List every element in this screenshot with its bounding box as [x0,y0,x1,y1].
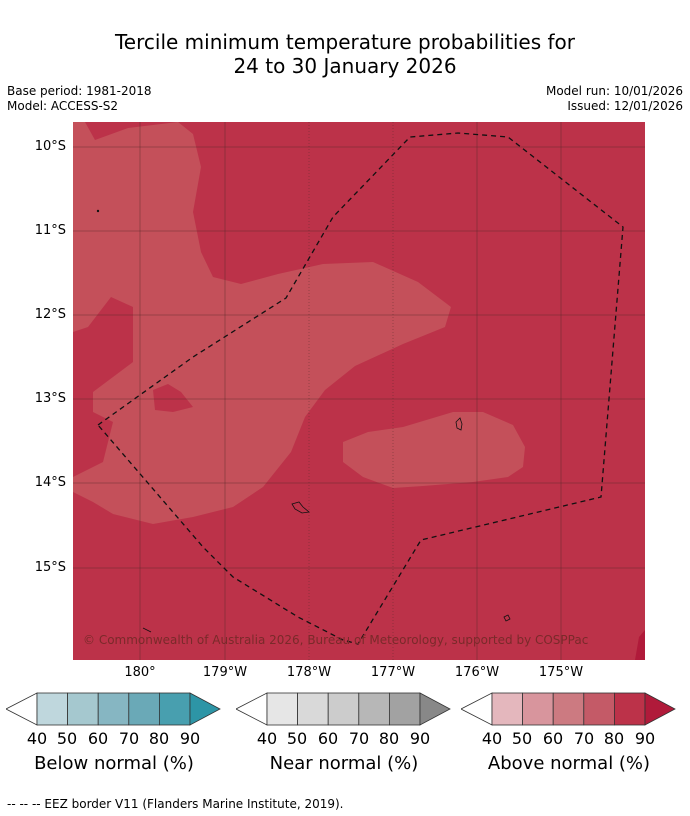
below-swatch-70 [128,692,160,726]
map-title: Tercile minimum temperature probabilitie… [0,30,690,78]
above-70-region-east [343,412,525,488]
above-70-region-main [73,122,451,524]
tick-below-70: 70 [118,729,140,748]
colorbar-near [236,692,451,726]
near-swatch-60 [327,692,360,726]
island-1 [455,417,463,431]
tick-below-40: 40 [26,729,48,748]
lat-label-13s: 13°S [34,391,66,406]
meta-right: Model run: 10/01/2026 Issued: 12/01/2026 [546,84,683,114]
colorbar-label-near: Near normal (%) [269,753,419,774]
tick-above-60: 60 [542,729,564,748]
tick-above-50: 50 [511,729,533,748]
lon-label-178w: 178°W [286,665,332,680]
below-swatch-80 [158,692,191,726]
below-swatch-40 [36,692,69,726]
meta-left: Base period: 1981-2018 Model: ACCESS-S2 [7,84,152,114]
map-svg [73,122,645,660]
tick-below-50: 50 [56,729,78,748]
tick-near-50: 50 [286,729,308,748]
colorbar-below [6,692,221,726]
island-5 [96,209,100,213]
islands [96,209,511,633]
lat-label-10s: 10°S [34,139,66,154]
lon-label-180: 180° [124,665,156,680]
near-swatch-80 [388,692,421,726]
tick-above-70: 70 [573,729,595,748]
above-80-inner-patch [153,384,193,412]
tick-near-90: 90 [409,729,431,748]
above-swatch-40 [491,692,524,726]
island-2 [291,501,310,514]
below-swatch-50 [67,692,99,726]
base-period: Base period: 1981-2018 [7,84,152,98]
near-swatch-40 [266,692,299,726]
eez-border [97,132,624,645]
tick-below-60: 60 [87,729,109,748]
lon-label-175w: 175°W [538,665,584,680]
above-swatch-50 [522,692,554,726]
tick-below-80: 80 [148,729,170,748]
eez-legend-note: -- -- -- EEZ border V11 (Flanders Marine… [7,797,344,811]
lon-label-179w: 179°W [202,665,248,680]
above-swatch-60 [552,692,585,726]
lon-label-177w: 177°W [370,665,416,680]
tick-below-90: 90 [179,729,201,748]
lon-label-176w: 176°W [454,665,500,680]
map-panel[interactable] [73,122,645,660]
island-3 [503,614,511,622]
island-4 [142,627,152,633]
near-swatch-50 [297,692,329,726]
colorbar-label-above: Above normal (%) [487,753,651,774]
tick-above-80: 80 [603,729,625,748]
above-swatch-70 [583,692,615,726]
colorbar-label-below: Below normal (%) [34,753,194,774]
tick-above-90: 90 [634,729,656,748]
lat-label-12s: 12°S [34,307,66,322]
tick-near-40: 40 [256,729,278,748]
tick-near-60: 60 [317,729,339,748]
tick-near-80: 80 [378,729,400,748]
model-name: Model: ACCESS-S2 [7,99,119,113]
lat-label-15s: 15°S [34,560,66,575]
lat-label-14s: 14°S [34,475,66,490]
graticule [73,122,645,660]
tick-above-40: 40 [481,729,503,748]
copyright-notice: © Commonwealth of Australia 2026, Bureau… [83,633,589,647]
issued-date: Issued: 12/01/2026 [567,99,683,113]
above-swatch-80 [613,692,646,726]
model-run: Model run: 10/01/2026 [545,84,683,98]
title-line-2: 24 to 30 January 2026 [233,54,457,78]
near-swatch-70 [358,692,390,726]
below-swatch-60 [97,692,130,726]
above-90-patch [635,630,645,660]
title-line-1: Tercile minimum temperature probabilitie… [114,30,576,54]
lat-label-11s: 11°S [34,223,66,238]
tick-near-70: 70 [348,729,370,748]
colorbar-above [461,692,676,726]
